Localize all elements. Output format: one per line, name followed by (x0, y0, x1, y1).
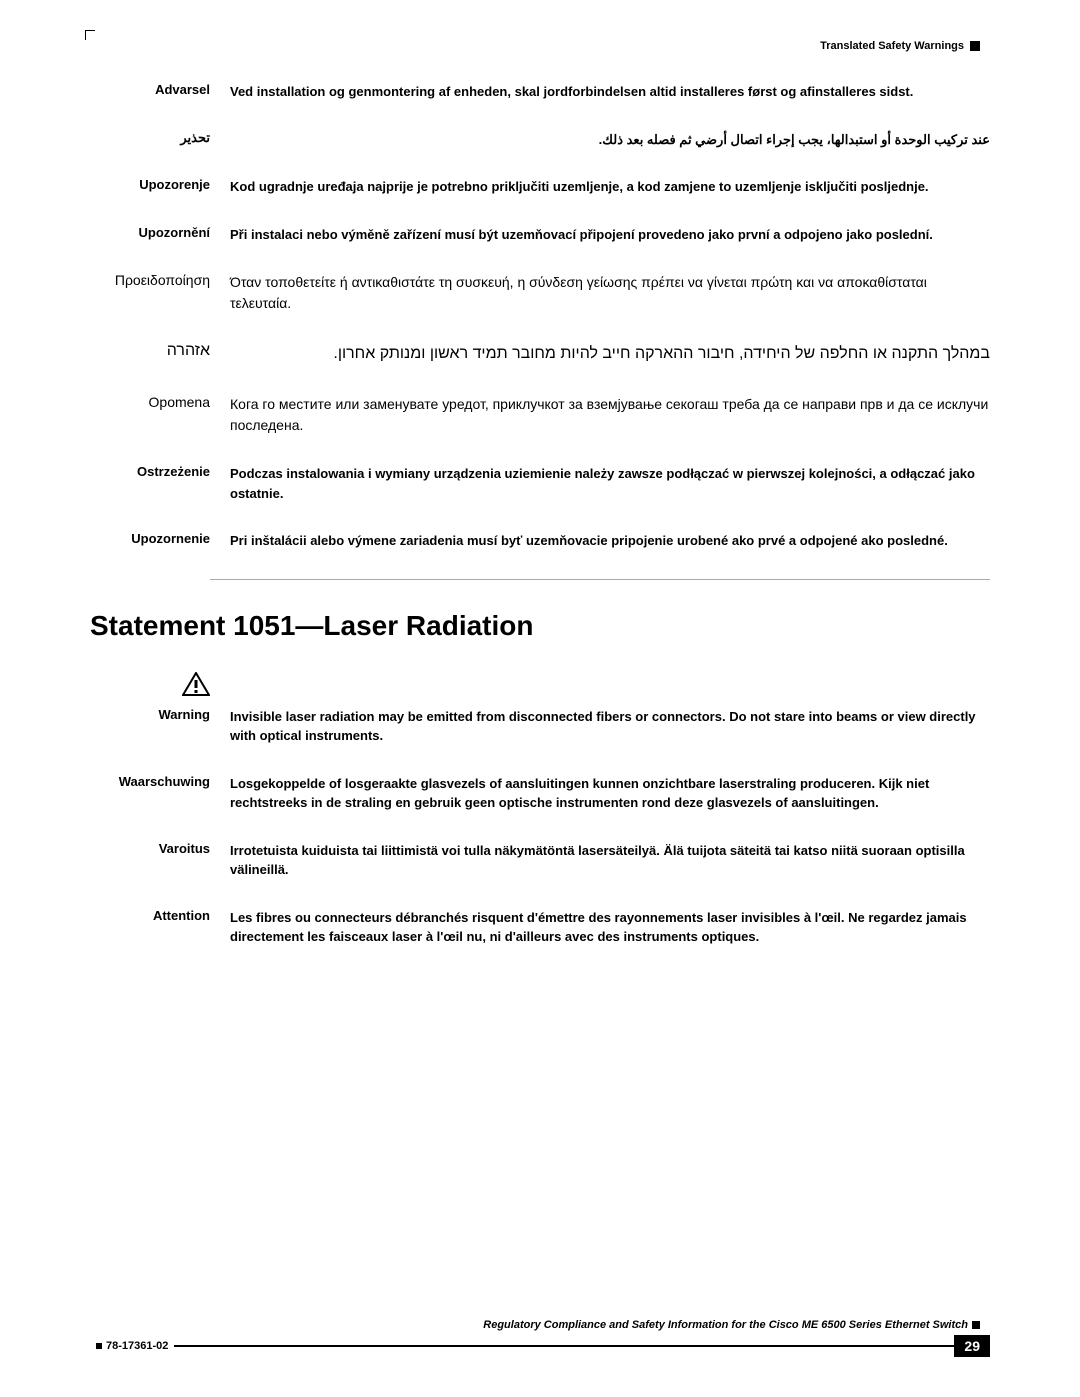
footer-doc-number: 78-17361-02 (90, 1340, 174, 1352)
statement-heading: Statement 1051—Laser Radiation (90, 610, 990, 642)
warning-text: Όταν τοποθετείτε ή αντικαθιστάτε τη συσκ… (230, 272, 990, 314)
warning-text: Ved installation og genmontering af enhe… (230, 82, 990, 102)
footer-doc-title: Regulatory Compliance and Safety Informa… (90, 1319, 990, 1331)
page-footer: Regulatory Compliance and Safety Informa… (90, 1319, 990, 1357)
warning-text: Kod ugradnje uređaja najprije je potrebn… (230, 177, 990, 197)
warning-row: AttentionLes fibres ou connecteurs débra… (90, 908, 990, 947)
warning-row: AdvarselVed installation og genmontering… (90, 82, 990, 102)
warning-label: Attention (90, 908, 230, 923)
warning-row: WaarschuwingLosgekoppelde of losgeraakte… (90, 774, 990, 813)
warnings-bottom-list: WarningInvisible laser radiation may be … (90, 672, 990, 947)
warning-label: Advarsel (90, 82, 230, 97)
warning-text: Losgekoppelde of losgeraakte glasvezels … (230, 774, 990, 813)
warnings-top-list: AdvarselVed installation og genmontering… (90, 82, 990, 551)
page-number: 29 (954, 1335, 990, 1357)
warning-label: Opomena (90, 394, 230, 410)
running-header: Translated Safety Warnings (90, 40, 990, 52)
warning-label: Upozornenie (90, 531, 230, 546)
warning-row: تحذيرعند تركيب الوحدة أو استبدالها، يجب … (90, 130, 990, 150)
warning-text: Кога го местите или заменувате уредот, п… (230, 394, 990, 436)
warning-label: אזהרה (90, 342, 230, 360)
warning-row: OpomenaКога го местите или заменувате ур… (90, 394, 990, 436)
warning-row: WarningInvisible laser radiation may be … (90, 707, 990, 746)
warning-text: Pri inštalácii alebo výmene zariadenia m… (230, 531, 990, 551)
warning-label: تحذير (90, 130, 230, 146)
warning-label: Warning (90, 707, 230, 722)
warning-row: אזהרהבמהלך התקנה או החלפה של היחידה, חיב… (90, 342, 990, 366)
warning-label: Varoitus (90, 841, 230, 856)
warning-label: Upozornění (90, 225, 230, 240)
warning-text: Při instalaci nebo výměně zařízení musí … (230, 225, 990, 245)
crop-mark-h (85, 30, 95, 31)
warning-row: OstrzeżeniePodczas instalowania i wymian… (90, 464, 990, 503)
warning-row: ΠροειδοποίησηΌταν τοποθετείτε ή αντικαθι… (90, 272, 990, 314)
warning-row: UpozorněníPři instalaci nebo výměně zaří… (90, 225, 990, 245)
warning-row: UpozorneniePri inštalácii alebo výmene z… (90, 531, 990, 551)
warning-text: عند تركيب الوحدة أو استبدالها، يجب إجراء… (230, 130, 990, 150)
warning-label: Προειδοποίηση (90, 272, 230, 288)
footer-bar: 78-17361-02 29 (90, 1335, 990, 1357)
footer-rule (174, 1345, 954, 1347)
warning-text: Irrotetuista kuiduista tai liittimistä v… (230, 841, 990, 880)
warning-row: VaroitusIrrotetuista kuiduista tai liitt… (90, 841, 990, 880)
warning-row: UpozorenjeKod ugradnje uređaja najprije … (90, 177, 990, 197)
warning-text: במהלך התקנה או החלפה של היחידה, חיבור הה… (230, 342, 990, 366)
section-divider (210, 579, 990, 580)
warning-triangle-icon (90, 672, 230, 701)
warning-text: Invisible laser radiation may be emitted… (230, 707, 990, 746)
crop-mark-v (85, 30, 86, 40)
warning-text: Podczas instalowania i wymiany urządzeni… (230, 464, 990, 503)
warning-label: Upozorenje (90, 177, 230, 192)
warning-label: Ostrzeżenie (90, 464, 230, 479)
warning-text: Les fibres ou connecteurs débranchés ris… (230, 908, 990, 947)
warning-label: Waarschuwing (90, 774, 230, 789)
